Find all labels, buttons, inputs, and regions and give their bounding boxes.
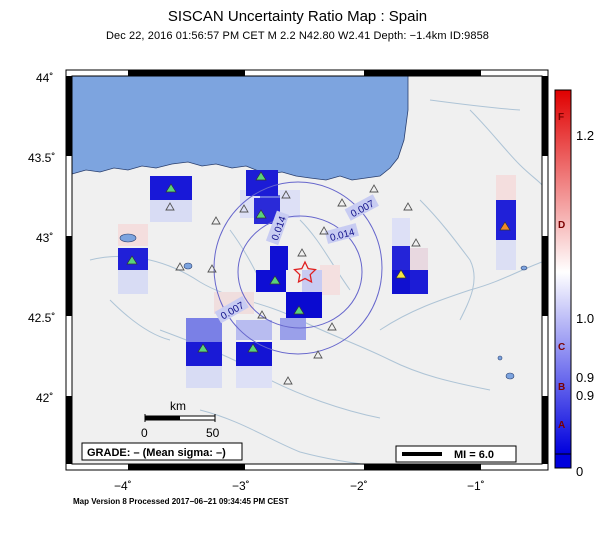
colorbar-value: 0 [576, 464, 583, 479]
scale-bar: km 0 50 [141, 399, 220, 440]
map-frame [65, 69, 549, 471]
lat-axis: 44˚ 43.5˚ 43˚ 42.5˚ 42˚ [28, 71, 55, 405]
event-info: Dec 22, 2016 01:56:57 PM CET M 2.2 N42.8… [105, 30, 490, 42]
lon-axis: −4˚ −3˚ −2˚ −1˚ [114, 479, 485, 493]
lon-tick-label: −3˚ [232, 479, 250, 493]
colorbar-value: 1.0 [576, 311, 594, 326]
colorbar-grade: B [558, 382, 565, 393]
mi-text: MI = 6.0 [454, 449, 494, 461]
grade-text: GRADE: – (Mean sigma: –) [87, 447, 226, 459]
grade-box: GRADE: – (Mean sigma: –) [81, 442, 243, 461]
stations-unused [165, 184, 421, 385]
colorbar-grade: D [558, 220, 565, 231]
lon-tick-label: −1˚ [467, 479, 485, 493]
lat-tick-label: 44˚ [36, 71, 53, 85]
map-version-footer: Map Version 8 Processed 2017−06−21 09:34… [73, 497, 289, 506]
map-title: SISCAN Uncertainty Ratio Map : Spain [167, 8, 428, 25]
scale-unit: km [170, 399, 186, 413]
colorbar-value: 1.2 [576, 128, 594, 143]
colorbar-grade: F [558, 112, 564, 123]
colorbar: 1.2 1.0 0.9 0.9 0 F D C B A [554, 89, 594, 479]
scale-tick: 0 [141, 426, 148, 440]
colorbar-value: 0.9 [576, 370, 594, 385]
lon-tick-label: −2˚ [350, 479, 368, 493]
lon-tick-label: −4˚ [114, 479, 132, 493]
colorbar-grade: C [558, 342, 565, 353]
lat-tick-label: 43˚ [36, 231, 53, 245]
sea-area [71, 75, 409, 181]
colorbar-grade: A [558, 420, 565, 431]
lat-tick-label: 42˚ [36, 391, 53, 405]
stations-used [126, 171, 511, 353]
lakes [119, 233, 528, 380]
lat-tick-label: 43.5˚ [28, 151, 55, 165]
colorbar-value: 0.9 [576, 388, 594, 403]
lat-tick-label: 42.5˚ [28, 311, 55, 325]
epicenter-star-icon [293, 260, 317, 284]
mi-box: MI = 6.0 [395, 445, 517, 463]
scale-tick: 50 [206, 426, 220, 440]
